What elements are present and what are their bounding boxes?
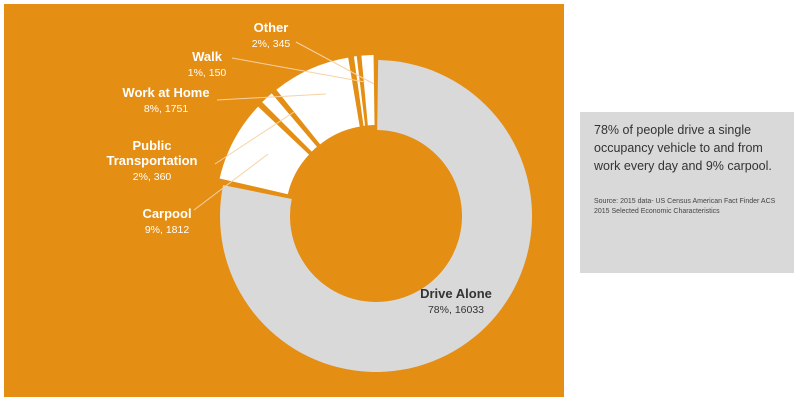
leader-line <box>193 153 269 211</box>
summary-text: 78% of people drive a single occupancy v… <box>594 123 772 173</box>
source-note: Source: 2015 data- US Census American Fa… <box>594 198 776 215</box>
chart-panel: Drive Alone 78%, 16033 Carpool 9%, 1812 Publ… <box>4 4 564 397</box>
leader-line <box>231 57 366 83</box>
slice-work-at-home <box>276 57 360 145</box>
slice-value-text: 8%, 1751 <box>144 103 189 115</box>
label-drive-alone: Drive Alone 78%, 16033 <box>420 286 492 316</box>
slice-value-text: 9%, 1812 <box>145 224 190 236</box>
slice-name-text: Drive Alone <box>420 286 492 301</box>
label-carpool: Carpool 9%, 1812 <box>142 206 191 236</box>
leader-line <box>214 111 295 165</box>
slice-name-text: Work at Home <box>122 85 209 100</box>
slice-value-text: 2%, 345 <box>252 38 291 50</box>
label-work-at-home: Work at Home 8%, 1751 <box>122 85 209 115</box>
label-other: Other 2%, 345 <box>252 20 291 50</box>
slice-value-text: 2%, 360 <box>133 171 172 183</box>
slice-drive-alone <box>219 60 532 373</box>
slice-value-text: 1%, 150 <box>188 67 227 79</box>
slice-public-transportation <box>262 93 317 152</box>
slice-name-text: Carpool <box>142 206 191 221</box>
leader-line <box>295 41 375 85</box>
slice-name-text: Walk <box>192 49 223 64</box>
slice-walk <box>353 56 366 126</box>
slice-name-text: Other <box>254 20 289 35</box>
slice-name-text: Public <box>132 138 171 153</box>
leader-line <box>216 93 327 101</box>
slice-name-text: Transportation <box>106 153 197 168</box>
label-walk: Walk 1%, 150 <box>188 49 227 79</box>
slice-value-text: 78%, 16033 <box>428 304 484 316</box>
slice-other <box>361 55 375 126</box>
summary-box: 78% of people drive a single occupancy v… <box>580 112 794 273</box>
donut-chart: Drive Alone 78%, 16033 Carpool 9%, 1812 Publ… <box>106 20 532 373</box>
slice-carpool <box>219 106 310 195</box>
